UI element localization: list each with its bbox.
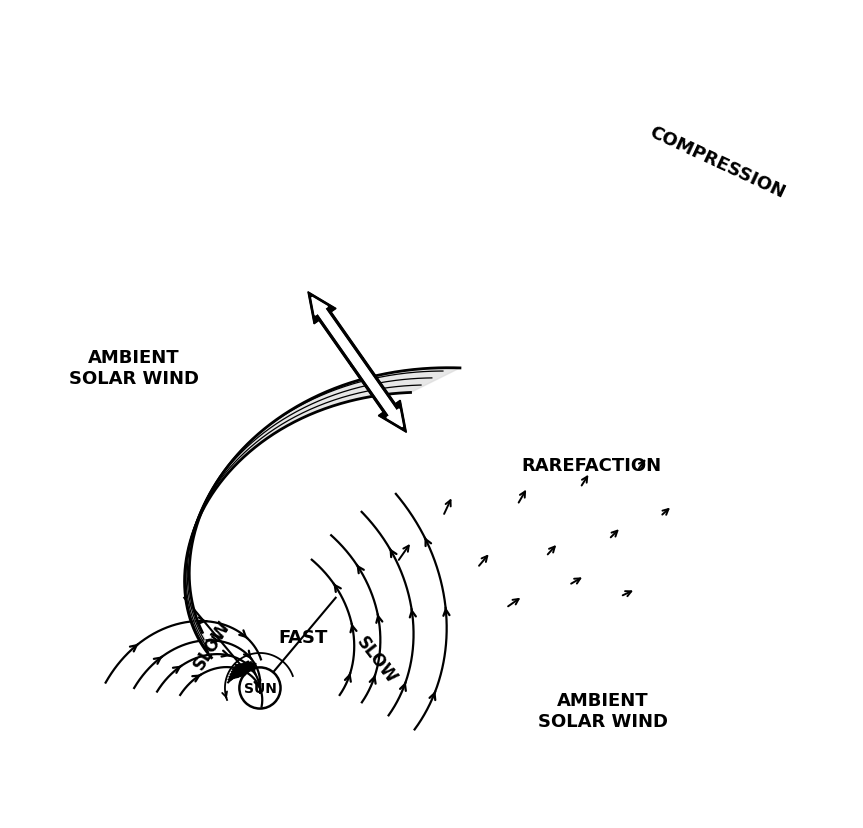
Text: AMBIENT
SOLAR WIND: AMBIENT SOLAR WIND — [69, 349, 199, 388]
Polygon shape — [312, 298, 361, 365]
Text: FAST: FAST — [279, 628, 328, 646]
Polygon shape — [351, 359, 406, 433]
Text: SLOW: SLOW — [353, 633, 400, 686]
Text: COMPRESSION: COMPRESSION — [646, 123, 788, 202]
Text: SUN: SUN — [243, 681, 276, 696]
Polygon shape — [308, 292, 363, 367]
Text: AMBIENT
SOLAR WIND: AMBIENT SOLAR WIND — [538, 691, 668, 730]
Polygon shape — [354, 360, 402, 427]
Polygon shape — [185, 368, 460, 658]
Text: RAREFACTION: RAREFACTION — [521, 456, 662, 474]
Text: SLOW: SLOW — [190, 617, 234, 672]
